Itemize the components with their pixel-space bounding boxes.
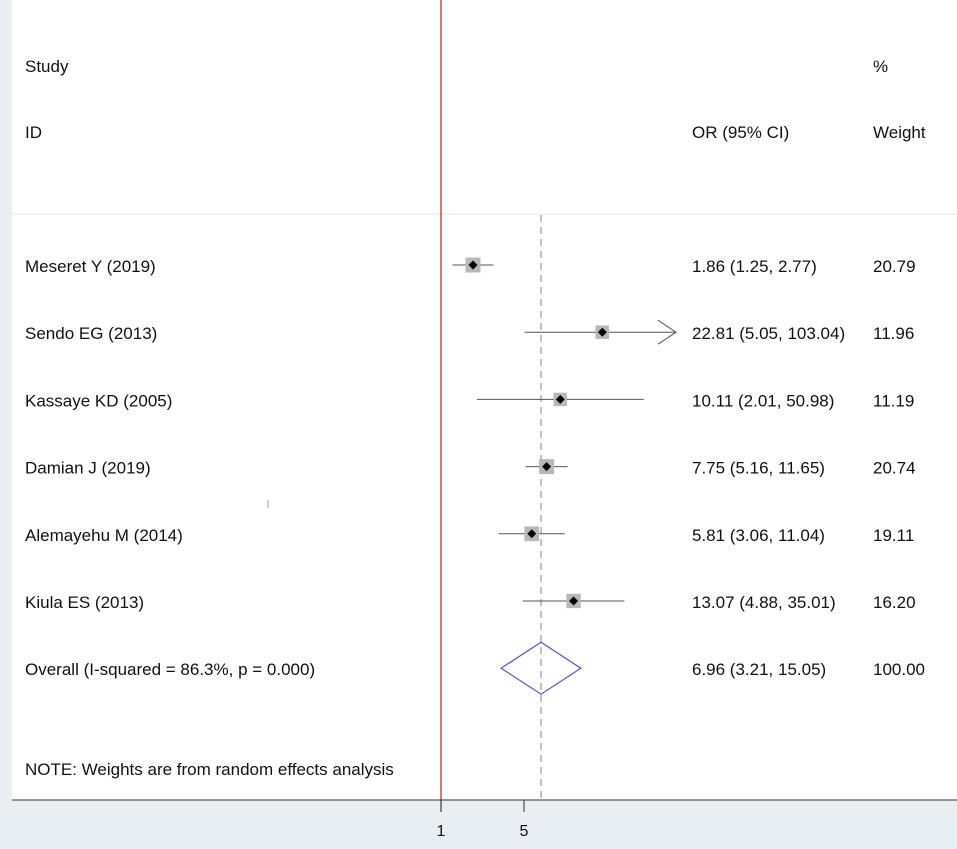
study-row: Sendo EG (2013) 22.81 (5.05, 103.04) 11.96: [25, 319, 914, 345]
study-row: Damian J (2019) 7.75 (5.16, 11.65) 20.74: [25, 459, 916, 478]
study-weight: 11.96: [873, 324, 914, 343]
study-row: Meseret Y (2019) 1.86 (1.25, 2.77) 20.79: [25, 257, 916, 276]
x-tick-label: 5: [520, 823, 529, 840]
overall-row: Overall (I-squared = 86.3%, p = 0.000) 6.…: [25, 641, 925, 695]
study-label: Damian J (2019): [25, 459, 151, 478]
overall-effect-estimate: 6.96 (3.21, 15.05): [692, 660, 826, 679]
study-label: Kassaye KD (2005): [25, 391, 172, 410]
study-header-line1: Study: [25, 57, 69, 76]
effect-estimate: 5.81 (3.06, 11.04): [692, 526, 825, 545]
effect-estimate: 13.07 (4.88, 35.01): [692, 593, 836, 612]
study-weight: 19.11: [873, 526, 914, 545]
study-row: Alemayehu M (2014) 5.81 (3.06, 11.04) 19.1…: [25, 526, 914, 545]
point-estimate: [468, 260, 478, 270]
weight-header-line2: Weight: [873, 123, 926, 142]
study-weight: 11.19: [873, 391, 914, 410]
study-label: Sendo EG (2013): [25, 324, 157, 343]
study-weight: 16.20: [873, 593, 916, 612]
study-row: Kiula ES (2013) 13.07 (4.88, 35.01) 16.20: [25, 593, 916, 612]
study-label: Meseret Y (2019): [25, 257, 156, 276]
footnote: NOTE: Weights are from random effects an…: [25, 760, 394, 779]
study-weight: 20.74: [873, 459, 916, 478]
point-estimate: [527, 529, 537, 539]
effect-estimate: 10.11 (2.01, 50.98): [692, 391, 834, 410]
point-estimate: [597, 327, 607, 337]
effect-estimate: 22.81 (5.05, 103.04): [692, 324, 845, 343]
study-label: Alemayehu M (2014): [25, 526, 183, 545]
study-weight: 20.79: [873, 257, 916, 276]
effect-estimate: 7.75 (5.16, 11.65): [692, 459, 825, 478]
point-estimate: [569, 596, 579, 606]
effect-estimate: 1.86 (1.25, 2.77): [692, 257, 817, 276]
study-label: Kiula ES (2013): [25, 593, 144, 612]
overall-weight: 100.00: [873, 660, 925, 679]
ci-arrow: [657, 319, 677, 345]
weight-header-line1: %: [873, 57, 888, 76]
plot-panel: [12, 0, 957, 800]
study-header-line2: ID: [25, 123, 42, 142]
point-estimate: [555, 394, 565, 404]
point-estimate: [542, 462, 552, 472]
x-tick-label: 1: [437, 823, 446, 840]
overall-label: Overall (I-squared = 86.3%, p = 0.000): [25, 660, 315, 679]
overall-diamond: [500, 641, 582, 695]
effect-header: OR (95% CI): [692, 123, 789, 142]
study-rows: Meseret Y (2019) 1.86 (1.25, 2.77) 20.79 Se…: [25, 257, 916, 612]
study-row: Kassaye KD (2005) 10.11 (2.01, 50.98) 11.1…: [25, 391, 914, 410]
